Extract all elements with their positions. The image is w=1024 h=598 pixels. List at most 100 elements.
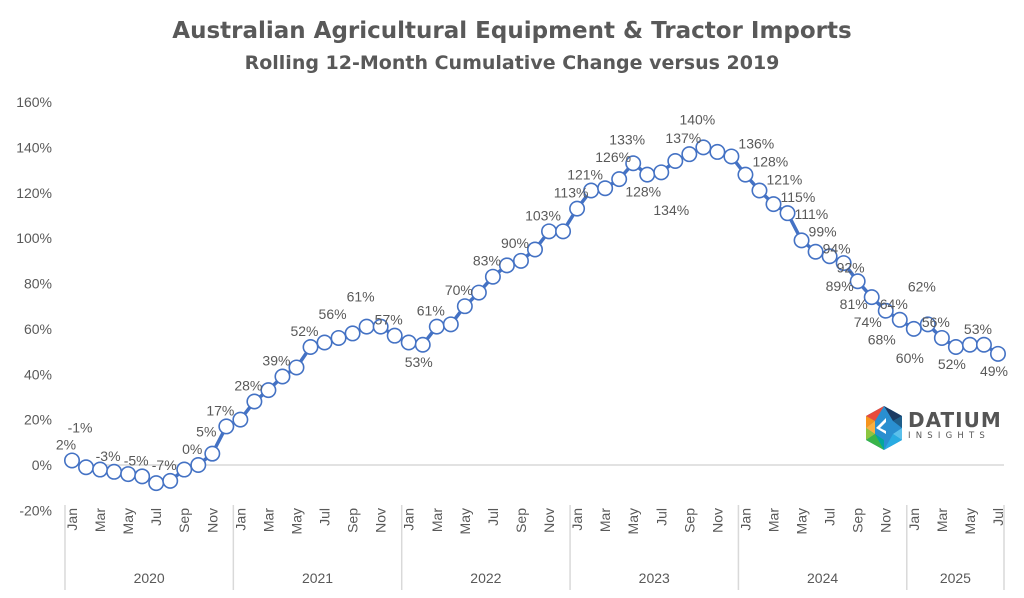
data-point	[204, 445, 221, 462]
data-point	[232, 411, 249, 428]
y-tick-label: 0%	[32, 457, 52, 473]
data-point	[961, 336, 978, 353]
data-point	[653, 164, 670, 181]
data-point	[190, 456, 207, 473]
data-point	[877, 302, 894, 319]
chart-title: Australian Agricultural Equipment & Trac…	[172, 18, 852, 44]
data-point	[667, 152, 684, 169]
data-label: 103%	[525, 207, 561, 223]
data-point	[358, 318, 375, 335]
data-point	[681, 146, 698, 163]
data-point	[316, 334, 333, 351]
x-tick-label-sep: Sep	[850, 508, 866, 533]
data-point	[737, 166, 754, 183]
data-point	[120, 466, 137, 483]
data-point	[905, 320, 922, 337]
x-tick-label-mar: Mar	[92, 508, 108, 532]
data-point	[569, 200, 586, 217]
data-label: 61%	[347, 289, 375, 305]
data-point	[541, 223, 558, 240]
x-tick-label-mar: Mar	[429, 508, 445, 532]
data-point	[639, 166, 656, 183]
data-label: -7%	[152, 457, 177, 473]
data-point	[456, 298, 473, 315]
data-label: 52%	[290, 323, 318, 339]
data-label: 134%	[653, 202, 689, 218]
data-point	[344, 325, 361, 342]
x-tick-label-jul: Jul	[822, 508, 838, 526]
logo-wordmark: DATIUM	[908, 408, 1002, 432]
data-label: 81%	[840, 296, 868, 312]
y-tick-label: 160%	[16, 94, 52, 110]
data-point	[765, 196, 782, 213]
year-label: 2020	[134, 570, 165, 586]
data-point	[274, 368, 291, 385]
y-tick-label: 140%	[16, 139, 52, 155]
data-point	[947, 339, 964, 356]
x-tick-label-jan: Jan	[569, 508, 585, 531]
data-label: 49%	[980, 363, 1008, 379]
data-point	[414, 336, 431, 353]
data-point	[597, 180, 614, 197]
year-label: 2022	[470, 570, 501, 586]
x-tick-label-sep: Sep	[681, 508, 697, 533]
data-label: 62%	[908, 278, 936, 294]
y-tick-label: 100%	[16, 230, 52, 246]
data-point	[92, 461, 109, 478]
data-point	[975, 336, 992, 353]
x-tick-label-mar: Mar	[934, 508, 950, 532]
data-point	[849, 273, 866, 290]
logo-subtitle: INSIGHTS	[908, 431, 990, 441]
data-label: 128%	[625, 184, 661, 200]
data-label: 140%	[679, 111, 715, 127]
year-label: 2025	[940, 570, 971, 586]
data-label: 64%	[880, 296, 908, 312]
data-point	[863, 289, 880, 306]
data-point	[751, 182, 768, 199]
data-label: 94%	[823, 241, 851, 257]
logo-hexagon-icon	[866, 406, 902, 450]
data-point	[106, 463, 123, 480]
data-label: 56%	[922, 314, 950, 330]
data-point	[442, 316, 459, 333]
data-point	[695, 139, 712, 156]
x-tick-label-sep: Sep	[345, 508, 361, 533]
data-point	[526, 241, 543, 258]
x-tick-label-jul: Jul	[317, 508, 333, 526]
data-point	[821, 248, 838, 265]
x-tick-label-jan: Jan	[906, 508, 922, 531]
data-point	[498, 257, 515, 274]
data-label: 74%	[854, 314, 882, 330]
data-label: 70%	[445, 282, 473, 298]
data-point	[933, 329, 950, 346]
x-tick-label-jan: Jan	[401, 508, 417, 531]
x-tick-label-nov: Nov	[204, 508, 220, 533]
x-tick-label-jul: Jul	[990, 508, 1006, 526]
x-tick-label-mar: Mar	[260, 508, 276, 532]
x-tick-label-may: May	[794, 508, 810, 534]
data-point	[162, 472, 179, 489]
data-point	[78, 459, 95, 476]
data-point	[176, 461, 193, 478]
x-tick-label-may: May	[457, 508, 473, 534]
data-label: 57%	[375, 312, 403, 328]
data-label: 113%	[554, 185, 589, 201]
data-point	[148, 475, 165, 492]
data-point	[793, 232, 810, 249]
y-tick-label: 20%	[24, 412, 52, 428]
data-point	[807, 243, 824, 260]
data-point	[372, 318, 389, 335]
data-point	[555, 223, 572, 240]
data-label: -3%	[96, 448, 121, 464]
data-label: -5%	[124, 452, 149, 468]
x-tick-label-jan: Jan	[737, 508, 753, 531]
y-tick-label: 80%	[24, 276, 52, 292]
data-label: 128%	[752, 154, 788, 170]
x-tick-label-jan: Jan	[64, 508, 80, 531]
x-tick-label-mar: Mar	[597, 508, 613, 532]
data-point	[428, 318, 445, 335]
datium-logo: DATIUM INSIGHTS	[862, 404, 1002, 452]
data-label: 136%	[738, 135, 774, 151]
data-point	[218, 418, 235, 435]
